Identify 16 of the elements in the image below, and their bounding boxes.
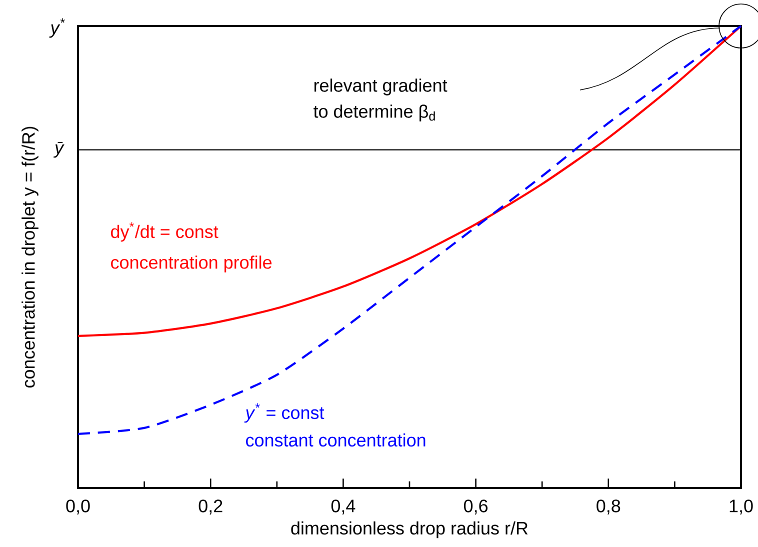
text: dy$^{*}$/dt = const <box>111 222 218 242</box>
x-axis-title: dimensionless drop radius r/R <box>291 521 528 538</box>
annotation: relevant gradient <box>314 78 448 96</box>
annotation: constant concentration <box>246 433 426 447</box>
series-label: y$^{*}$ = const <box>244 403 324 423</box>
ref-line-label: ȳ <box>53 142 64 158</box>
x-tick-label: 0,6 <box>464 500 488 514</box>
y-axis-title: concentration in droplet y = f(r/R) <box>22 126 38 388</box>
x-tick-label: 0,8 <box>596 500 620 514</box>
annotation: concentration profile <box>111 256 272 272</box>
annotation: to determine β$_{d}$ <box>314 104 435 122</box>
x-tick-label: 1,0 <box>730 500 753 514</box>
x-tick-label: 0,4 <box>331 500 356 514</box>
x-tick-label: 0,0 <box>66 500 90 514</box>
text: y$^{*}$ <box>49 18 65 38</box>
x-tick-label: 0,2 <box>198 500 222 514</box>
